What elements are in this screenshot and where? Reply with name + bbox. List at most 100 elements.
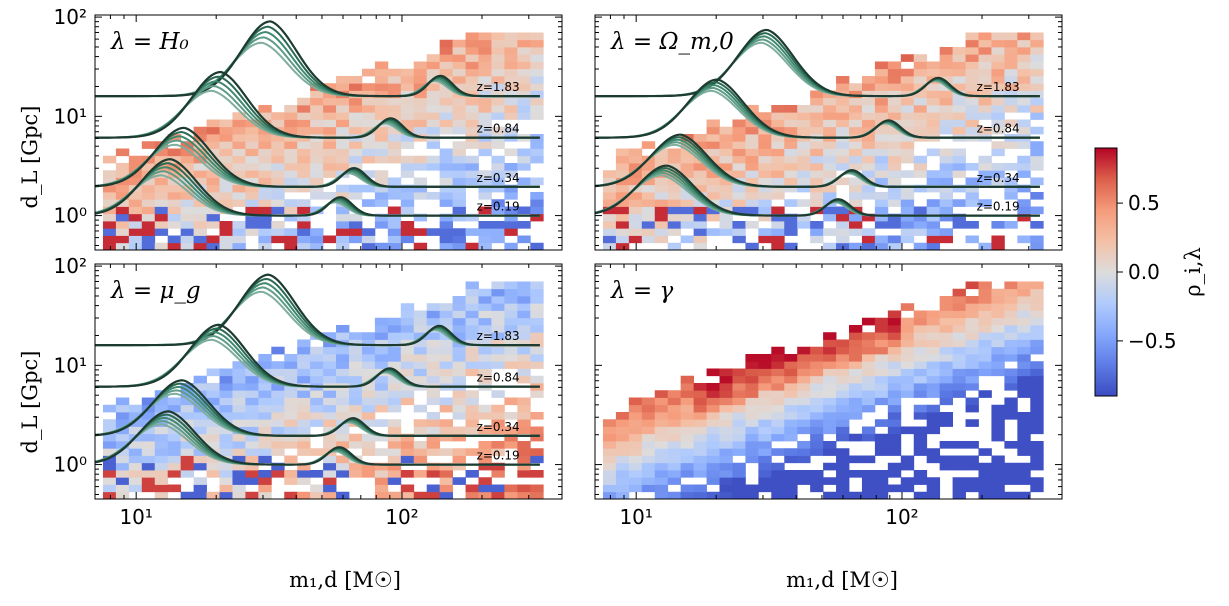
heatmap-cell xyxy=(297,462,311,471)
heatmap-cell xyxy=(245,199,259,207)
heatmap-cell xyxy=(517,310,531,319)
heatmap-cell xyxy=(478,303,492,311)
heatmap-cell xyxy=(654,448,669,456)
heatmap-cell xyxy=(180,199,195,207)
heatmap-cell xyxy=(978,32,992,41)
heatmap-cell xyxy=(115,228,130,236)
distribution-curve xyxy=(594,133,1040,188)
heatmap-cell xyxy=(706,411,720,420)
heatmap-cell xyxy=(297,339,311,348)
heatmap-cell xyxy=(530,317,544,326)
heatmap-cell xyxy=(141,221,156,229)
heatmap-cell xyxy=(771,133,785,142)
heatmap-cell xyxy=(271,228,285,236)
heatmap-cell xyxy=(452,46,466,55)
heatmap-cell xyxy=(732,375,746,384)
heatmap-cell xyxy=(323,155,337,164)
heatmap-cell xyxy=(900,324,915,333)
heatmap-cell xyxy=(297,419,311,427)
heatmap-cell xyxy=(154,404,169,413)
heatmap-cell xyxy=(939,68,953,77)
heatmap-cell xyxy=(823,155,837,164)
heatmap-cell xyxy=(452,235,466,244)
heatmap-cell xyxy=(745,411,759,420)
colorbar-ticks: 0.50.0−0.5 xyxy=(1117,191,1177,353)
heatmap-cell xyxy=(465,177,479,186)
heatmap-cell xyxy=(478,404,492,413)
heatmap-cell xyxy=(478,375,492,384)
heatmap-cell xyxy=(387,397,402,406)
heatmap-cell xyxy=(361,368,376,377)
heatmap-cell xyxy=(1004,353,1018,362)
heatmap-cell xyxy=(913,104,928,113)
heatmap-cell xyxy=(439,199,453,207)
heatmap-cell xyxy=(245,148,259,157)
heatmap-cell xyxy=(719,433,733,442)
heatmap-cell xyxy=(693,184,707,193)
heatmap-cell xyxy=(900,228,915,236)
heatmap-cell xyxy=(926,455,941,464)
heatmap-cell xyxy=(1004,477,1018,485)
heatmap-cell xyxy=(465,491,479,500)
heatmap-cell xyxy=(758,119,772,128)
heatmap-cell xyxy=(400,184,415,193)
heatmap-cell xyxy=(680,448,695,456)
heatmap-cell xyxy=(413,104,428,113)
heatmap-cell xyxy=(861,97,876,106)
heatmap-cell xyxy=(491,419,505,427)
heatmap-cell xyxy=(504,61,518,70)
heatmap-cell xyxy=(784,375,798,384)
heatmap-cell xyxy=(939,75,953,84)
heatmap-cell xyxy=(991,75,1005,84)
heatmap-cell xyxy=(102,191,117,200)
axis-ticks xyxy=(594,15,1063,250)
heatmap-cell xyxy=(810,448,824,456)
heatmap-cell xyxy=(991,97,1005,106)
heatmap-cell xyxy=(426,126,441,135)
heatmap-cell xyxy=(206,390,220,398)
heatmap-cell xyxy=(861,119,876,128)
heatmap-cell xyxy=(530,411,544,420)
heatmap-cell xyxy=(797,126,811,135)
heatmap-cell xyxy=(797,448,811,456)
heatmap-cell xyxy=(284,440,298,449)
heatmap-cell xyxy=(154,177,169,186)
heatmap-cell xyxy=(874,90,889,99)
heatmap-cell xyxy=(913,242,928,251)
heatmap-cell xyxy=(823,170,837,178)
heatmap-cell xyxy=(517,288,531,297)
heatmap-cell xyxy=(387,104,402,113)
heatmap-cell xyxy=(874,332,889,340)
heatmap-cell xyxy=(641,221,656,229)
heatmap-cell xyxy=(719,484,733,493)
heatmap-cell xyxy=(413,419,428,427)
heatmap-cell xyxy=(693,221,707,229)
heatmap-cell xyxy=(413,83,428,91)
heatmap-cell xyxy=(387,75,402,84)
heatmap-cell xyxy=(219,390,233,398)
heatmap-cell xyxy=(719,455,733,464)
heatmap-cell xyxy=(284,390,298,398)
heatmap-cell xyxy=(284,104,298,113)
heatmap-cell xyxy=(284,206,298,215)
heatmap-cell xyxy=(602,177,617,186)
heatmap-cell xyxy=(771,155,785,164)
heatmap-cell xyxy=(1004,83,1018,91)
heatmap-cell xyxy=(452,206,466,215)
heatmap-cell xyxy=(1004,317,1018,326)
heatmap-cell xyxy=(374,477,389,485)
heatmap-cell xyxy=(887,419,902,427)
heatmap-cell xyxy=(836,339,850,348)
heatmap-cell xyxy=(452,426,466,435)
heatmap-cell xyxy=(1017,375,1031,384)
heatmap-cell xyxy=(1004,332,1018,340)
heatmap-cell xyxy=(1030,148,1044,157)
heatmap-cell xyxy=(400,390,415,398)
heatmap-cell xyxy=(978,310,992,319)
heatmap-cell xyxy=(400,361,415,369)
heatmap-cell xyxy=(465,242,479,251)
heatmap-cell xyxy=(336,191,350,200)
heatmap-cell xyxy=(504,221,518,229)
heatmap-cell xyxy=(387,126,402,135)
heatmap-cell xyxy=(1017,390,1031,398)
